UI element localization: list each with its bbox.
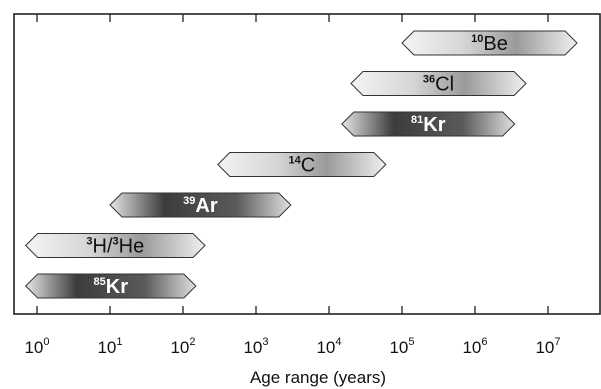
x-tick-label: 105 bbox=[389, 336, 414, 357]
bar-label: 3H/3He bbox=[86, 236, 144, 258]
bar-label: 14C bbox=[288, 155, 315, 177]
x-tick-label: 103 bbox=[243, 336, 268, 357]
x-tick-label: 100 bbox=[24, 336, 49, 357]
x-tick-label: 106 bbox=[462, 336, 487, 357]
range-bar bbox=[109, 192, 292, 218]
bars-group: 10Be 36Cl 81Kr 14C 39Ar 3H/3He 85Kr bbox=[24, 30, 578, 299]
range-bar bbox=[401, 30, 578, 56]
x-tick-label: 107 bbox=[535, 336, 560, 357]
x-tick-label: 101 bbox=[97, 336, 122, 357]
x-tick-label: 104 bbox=[316, 336, 341, 357]
bar-label: 10Be bbox=[471, 33, 508, 55]
range-bar bbox=[341, 111, 516, 137]
plot-frame bbox=[13, 13, 601, 315]
bar-label: 36Cl bbox=[423, 74, 454, 96]
bar-label: 85Kr bbox=[94, 276, 129, 298]
range-bar bbox=[24, 233, 206, 258]
x-tick-label: 102 bbox=[170, 336, 195, 357]
x-axis: 100 101 102 103 104 105 106 107 bbox=[24, 14, 561, 357]
bar-label: 81Kr bbox=[411, 114, 446, 136]
x-axis-label: Age range (years) bbox=[250, 368, 386, 387]
range-bar bbox=[24, 273, 197, 299]
range-bar bbox=[217, 152, 387, 177]
range-bar bbox=[350, 71, 527, 96]
bar-label: 39Ar bbox=[183, 195, 218, 217]
